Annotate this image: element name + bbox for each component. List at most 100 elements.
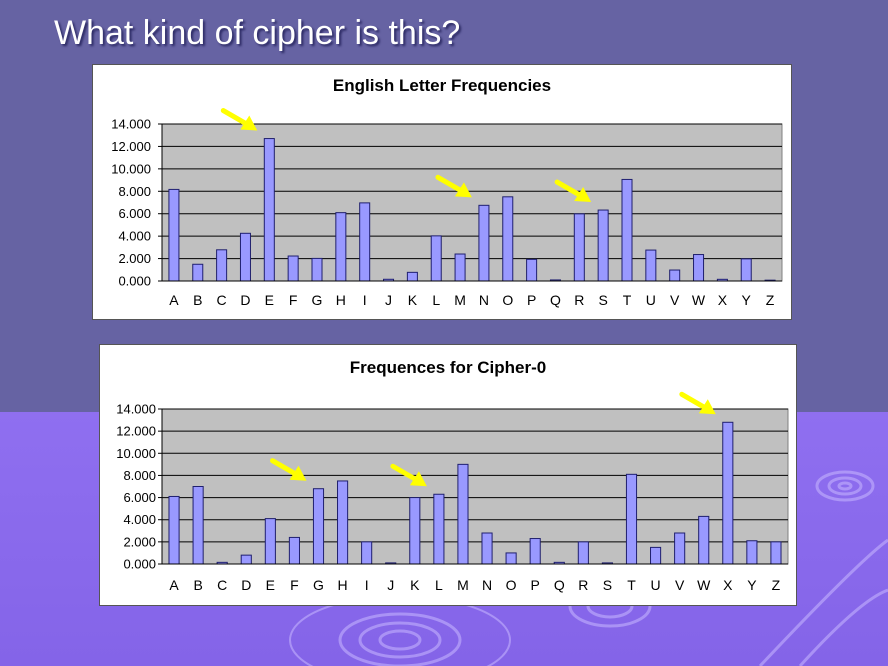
bar-U — [645, 249, 657, 282]
x-tick-label: F — [289, 292, 298, 308]
x-tick-label: W — [697, 577, 711, 593]
highlight-arrow-icon — [435, 174, 472, 198]
bar-T — [621, 178, 633, 282]
y-tick-label: 10.000 — [111, 161, 151, 176]
y-tick-label: 12.000 — [111, 139, 151, 154]
highlight-arrow-icon — [390, 463, 427, 487]
y-tick-label: 14.000 — [116, 402, 156, 417]
y-tick-label: 4.000 — [123, 512, 156, 527]
x-tick-label: I — [365, 577, 369, 593]
bar-X — [722, 421, 734, 565]
highlight-arrow-icon — [270, 458, 307, 481]
x-tick-label: C — [217, 577, 227, 593]
x-tick-label: I — [363, 292, 367, 308]
x-tick-label: T — [627, 577, 636, 593]
x-tick-label: L — [432, 292, 440, 308]
x-tick-label: G — [313, 577, 324, 593]
x-tick-label: O — [502, 292, 513, 308]
y-tick-label: 10.000 — [116, 446, 156, 461]
x-tick-label: L — [435, 577, 443, 593]
bar-C — [216, 249, 228, 282]
x-tick-label: S — [603, 577, 612, 593]
x-tick-label: Q — [550, 292, 561, 308]
y-tick-label: 12.000 — [116, 424, 156, 439]
bar-E — [264, 518, 276, 565]
x-tick-label: K — [408, 292, 418, 308]
x-tick-label: D — [241, 577, 251, 593]
x-tick-label: Y — [742, 292, 752, 308]
bar-M — [454, 253, 466, 282]
x-tick-label: X — [718, 292, 728, 308]
bar-L — [433, 493, 445, 565]
bar-S — [597, 209, 609, 282]
bar-K — [409, 497, 421, 565]
x-tick-label: D — [240, 292, 250, 308]
bar-N — [478, 204, 490, 282]
x-tick-label: Z — [766, 292, 775, 308]
highlight-arrow-icon — [679, 391, 716, 415]
x-tick-label: C — [217, 292, 227, 308]
bar-V — [674, 532, 686, 565]
bar-D — [239, 232, 251, 282]
y-tick-label: 0.000 — [118, 274, 151, 289]
x-tick-label: U — [651, 577, 661, 593]
x-tick-label: W — [692, 292, 706, 308]
x-tick-label: P — [531, 577, 540, 593]
x-tick-label: H — [338, 577, 348, 593]
bar-O — [505, 552, 517, 565]
x-tick-label: M — [454, 292, 466, 308]
bar-P — [526, 258, 538, 282]
bar-M — [457, 463, 469, 565]
bar-H — [337, 480, 349, 565]
bar-A — [168, 188, 180, 282]
x-tick-label: M — [457, 577, 469, 593]
y-tick-label: 0.000 — [123, 557, 156, 572]
bar-O — [502, 196, 514, 282]
bar-Y — [746, 540, 758, 565]
slide-title: What kind of cipher is this? — [54, 14, 461, 52]
bar-G — [311, 257, 323, 282]
x-tick-label: S — [598, 292, 607, 308]
english-frequency-chart-svg: English Letter Frequencies 0.000 2.000 4.00… — [111, 76, 783, 308]
y-tick-label: 2.000 — [123, 534, 156, 549]
bar-G — [312, 488, 325, 565]
bar-F — [287, 255, 299, 282]
x-tick-label: R — [574, 292, 584, 308]
x-tick-label: A — [169, 292, 179, 308]
x-tick-label: J — [385, 292, 392, 308]
chart-title: Frequences for Cipher-0 — [350, 358, 547, 377]
bar-D — [240, 554, 252, 565]
y-tick-label: 6.000 — [118, 206, 151, 221]
x-tick-label: V — [675, 577, 685, 593]
x-tick-label: V — [670, 292, 680, 308]
x-tick-label: A — [169, 577, 179, 593]
x-tick-label: B — [193, 292, 202, 308]
x-tick-label: Q — [554, 577, 565, 593]
y-tick-label: 2.000 — [118, 251, 151, 266]
bar-I — [359, 202, 371, 282]
bar-K — [406, 271, 418, 282]
cipher-frequency-chart-svg: Frequences for Cipher-0 0.000 2.000 4.000 6.… — [116, 358, 789, 593]
y-tick-label: 8.000 — [118, 184, 151, 199]
bar-R — [573, 213, 585, 282]
x-tick-label: H — [336, 292, 346, 308]
cipher-frequency-chart: Frequences for Cipher-0 0.000 2.000 4.000 6.… — [99, 344, 797, 606]
x-tick-label: T — [623, 292, 632, 308]
x-tick-label: B — [193, 577, 202, 593]
english-frequency-chart: English Letter Frequencies 0.000 2.000 4.00… — [92, 64, 792, 320]
bar-I — [361, 541, 373, 565]
x-tick-label: U — [646, 292, 656, 308]
bar-B — [192, 486, 204, 565]
bar-A — [168, 495, 180, 565]
x-tick-label: E — [266, 577, 275, 593]
x-tick-label: E — [265, 292, 274, 308]
bar-Z — [770, 541, 782, 565]
bar-R — [577, 541, 589, 565]
x-tick-label: X — [723, 577, 733, 593]
y-tick-label: 14.000 — [111, 117, 151, 132]
bar-L — [430, 235, 442, 282]
x-tick-label: P — [527, 292, 536, 308]
x-tick-label: R — [578, 577, 588, 593]
x-tick-label: F — [290, 577, 299, 593]
bar-Y — [740, 258, 752, 282]
